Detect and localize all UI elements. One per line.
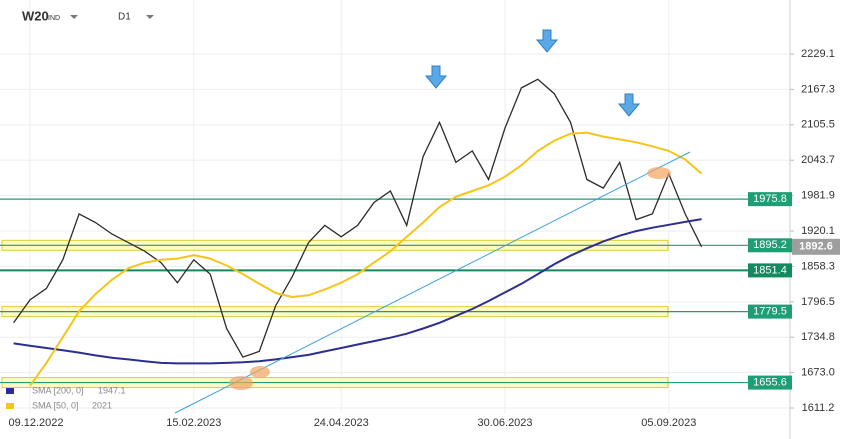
grid [0,0,790,413]
legend-swatch [6,388,14,394]
level-label: 1779.5 [753,306,787,318]
sma-line [29,131,703,387]
arrow [424,29,641,117]
dropdown-icon[interactable] [146,15,154,19]
legend-value: 2021 [92,400,112,410]
y-tick-label: 1673.0 [801,367,835,379]
y-tick-label: 2167.3 [801,83,835,95]
y-tick-label: 1611.2 [802,402,835,414]
level-label: 1895.2 [753,239,787,251]
y-tick-label: 2105.5 [801,119,835,131]
y-tick-label: 2229.1 [801,48,835,60]
legend-name: SMA [50, 0] [32,400,79,410]
x-tick-label: 24.04.2023 [314,417,369,429]
x-tick-label: 09.12.2022 [8,417,63,429]
sma-line [13,218,702,365]
level-label: 1655.6 [753,376,787,388]
level-label-box [748,304,792,319]
x-tick-label: 15.02.2023 [166,417,221,429]
level-label-box [748,192,792,207]
y-tick-label: 1981.9 [801,190,835,202]
y-tick-label: 1920.1 [801,225,835,237]
level-label-box [748,263,792,278]
symbol: W20 [22,8,49,23]
legend-value: 1947.1 [98,385,126,395]
y-tick-label: 2043.7 [801,154,835,166]
price-line [13,78,703,358]
level-label-box [748,238,792,253]
dropdown-icon[interactable] [70,15,78,19]
y-tick-label: 1858.3 [801,260,835,272]
symbol-tag: IND [48,15,60,22]
level-label: 1975.8 [753,193,787,205]
legend-swatch [6,403,14,409]
level-label: 1851.4 [753,264,787,276]
highlight [647,167,671,179]
x-tick-label: 05.09.2023 [641,417,696,429]
y-axis: 2229.1 2167.3 2105.5 2043.7 1981.9 1920.1 1858… [8,0,840,439]
level-label-box [748,375,792,390]
current-price-label: 1892.6 [799,241,833,253]
y-tick-label: 1734.8 [801,331,835,343]
highlight [250,366,270,378]
y-tick-label: 1796.5 [801,296,835,308]
timeframe[interactable]: D1 [118,12,131,23]
legend: SMA [200, 0] 1947.1 SMA [50, 0] 2021 [6,385,126,410]
current-price-box [792,238,840,255]
legend-name: SMA [200, 0] [32,385,84,395]
x-tick-label: 30.06.2023 [477,417,532,429]
highlight [229,376,253,390]
